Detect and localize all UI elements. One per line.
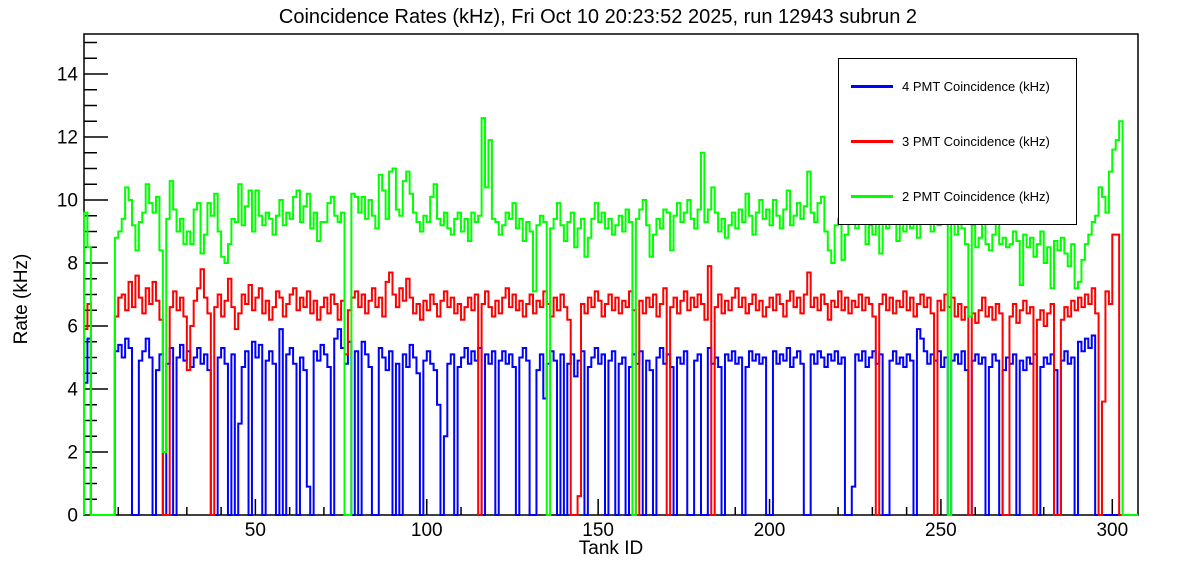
legend: 4 PMT Coincidence (kHz) 3 PMT Coincidenc… [838, 58, 1077, 225]
chart-title: Coincidence Rates (kHz), Fri Oct 10 20:2… [278, 6, 918, 28]
legend-entry-2pmt: 2 PMT Coincidence (kHz) [839, 189, 1076, 204]
svg-text:10: 10 [57, 191, 78, 212]
svg-text:300: 300 [1096, 520, 1128, 541]
y-axis-label: Rate (kHz) [11, 253, 32, 345]
svg-text:4: 4 [67, 380, 78, 401]
svg-text:12: 12 [57, 128, 78, 149]
legend-line-4pmt-swatch [851, 85, 893, 88]
legend-line-2pmt-swatch [851, 195, 893, 198]
svg-text:6: 6 [67, 317, 78, 338]
legend-label-2pmt: 2 PMT Coincidence (kHz) [902, 189, 1050, 204]
svg-text:50: 50 [245, 520, 266, 541]
legend-entry-3pmt: 3 PMT Coincidence (kHz) [839, 134, 1076, 149]
svg-text:8: 8 [67, 254, 78, 275]
svg-text:2: 2 [67, 443, 78, 464]
legend-entry-4pmt: 4 PMT Coincidence (kHz) [839, 79, 1076, 94]
legend-label-4pmt: 4 PMT Coincidence (kHz) [902, 79, 1050, 94]
svg-text:150: 150 [582, 520, 614, 541]
legend-label-3pmt: 3 PMT Coincidence (kHz) [902, 134, 1050, 149]
svg-text:100: 100 [411, 520, 443, 541]
legend-line-3pmt-swatch [851, 140, 893, 143]
svg-text:0: 0 [67, 506, 78, 527]
svg-text:250: 250 [925, 520, 957, 541]
svg-text:200: 200 [754, 520, 786, 541]
svg-text:14: 14 [57, 65, 79, 86]
x-axis-label: Tank ID [578, 538, 644, 559]
